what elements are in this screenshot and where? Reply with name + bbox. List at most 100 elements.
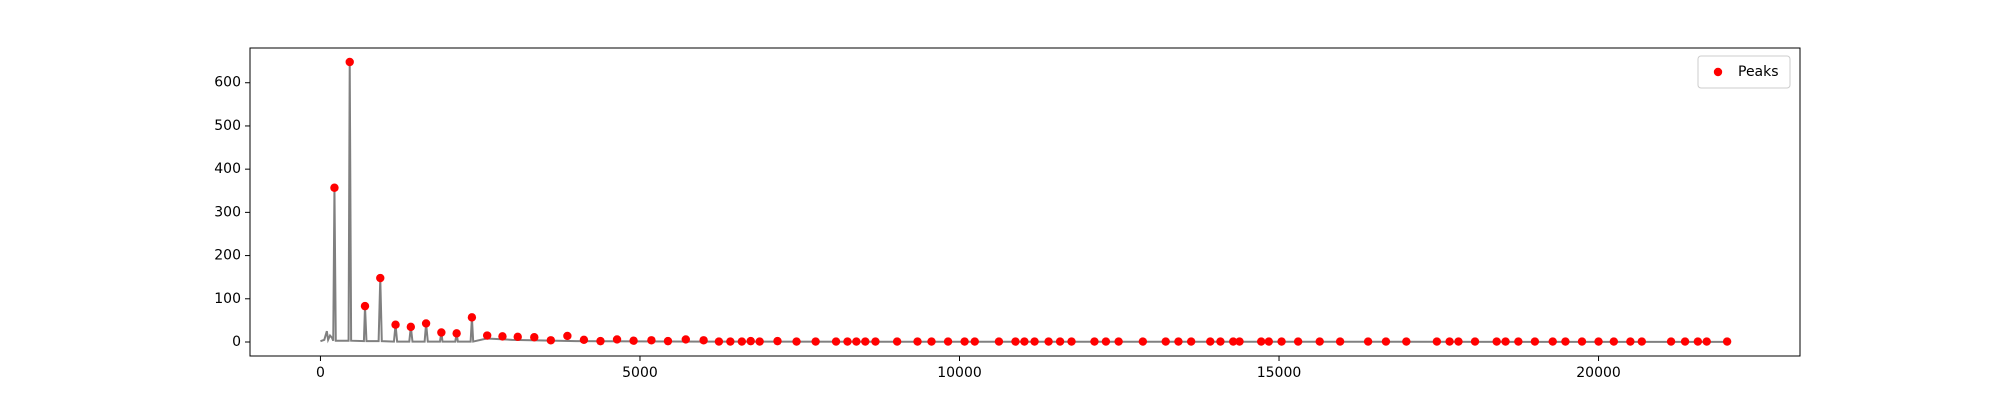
x-tick-label: 5000 [622, 365, 658, 381]
peak-marker [1335, 337, 1345, 346]
peak-marker [1067, 337, 1076, 346]
y-tick-label: 300 [214, 204, 241, 220]
peak-marker [345, 57, 354, 67]
y-tick-label: 200 [214, 248, 241, 264]
peak-marker [1514, 337, 1523, 346]
peak-marker [746, 336, 755, 346]
peak-marker [1363, 337, 1373, 346]
peak-marker [1229, 337, 1238, 346]
peak-marker [647, 336, 656, 345]
legend-marker [1713, 67, 1723, 77]
peak-marker [1609, 337, 1619, 346]
peak-marker [892, 337, 902, 346]
peak-marker [1470, 337, 1480, 346]
peak-marker [421, 319, 431, 328]
y-tick-label: 500 [214, 118, 241, 134]
spectrum-line [320, 61, 1730, 344]
peak-marker [1530, 337, 1540, 346]
peak-marker [1445, 337, 1454, 346]
peak-marker [1206, 337, 1215, 346]
peak-marker [737, 337, 747, 346]
peak-marker [871, 337, 880, 346]
legend-box [1697, 55, 1791, 89]
y-tick-label: 0 [232, 334, 241, 350]
peak-marker [452, 329, 461, 338]
peak-marker [1044, 337, 1053, 346]
peak-marker [467, 313, 477, 322]
peak-marker [1101, 337, 1111, 346]
peak-marker [1011, 337, 1020, 346]
peak-marker [1722, 337, 1732, 346]
peak-marker [699, 336, 708, 345]
peak-marker [1114, 337, 1123, 346]
peak-marker [1702, 337, 1711, 346]
peak-marker [1381, 337, 1391, 346]
peak-marker [391, 320, 400, 329]
peak-marker [629, 336, 638, 345]
peak-marker [927, 337, 936, 346]
peak-marker [612, 335, 622, 344]
peak-marker [1693, 337, 1703, 346]
peak-marker [1090, 337, 1099, 346]
peak-marker [530, 333, 539, 342]
peak-marker [1548, 337, 1557, 346]
peak-marker [498, 332, 507, 341]
peak-marker [1626, 337, 1635, 346]
peak-marker [1492, 337, 1501, 346]
peak-marker [714, 337, 724, 346]
peak-marker [1030, 337, 1039, 346]
plot-frame [249, 47, 1801, 357]
peak-marker [1174, 337, 1183, 346]
y-tick-label: 400 [214, 161, 241, 177]
peak-marker [406, 322, 416, 332]
peak-marker [1264, 337, 1273, 346]
peak-marker [563, 331, 572, 341]
peak-marker [1138, 337, 1148, 346]
peak-marker [1055, 337, 1065, 346]
peak-marker [1020, 337, 1029, 346]
peak-marker [970, 337, 979, 346]
peak-marker [1216, 337, 1225, 346]
peak-marker [913, 337, 922, 346]
peak-marker [960, 337, 969, 346]
peak-marker [994, 337, 1004, 346]
legend-label: Peaks [1738, 64, 1779, 80]
peak-marker [811, 337, 820, 346]
x-tick-label: 10000 [937, 365, 982, 381]
peak-marker [513, 332, 522, 342]
x-tick-label: 20000 [1576, 365, 1621, 381]
peak-marker [546, 336, 556, 345]
peak-marker [773, 336, 782, 346]
peak-marker [596, 336, 605, 346]
peak-marker [1501, 337, 1510, 346]
peak-marker [1186, 337, 1196, 346]
peak-marker [831, 337, 841, 346]
peak-marker [843, 337, 852, 346]
peak-marker [1577, 337, 1587, 346]
peak-marker [1637, 337, 1647, 346]
peak-marker [482, 331, 492, 340]
peak-marker [792, 337, 801, 346]
peak-marker [1561, 337, 1570, 346]
y-tick-label: 600 [214, 75, 241, 91]
peak-marker [437, 328, 446, 337]
x-tick-label: 15000 [1257, 365, 1302, 381]
peak-marker [943, 337, 953, 346]
peak-marker [1256, 337, 1266, 346]
peak-marker [579, 335, 589, 345]
y-tick-label: 100 [214, 291, 241, 307]
peak-marker [1594, 337, 1603, 346]
peak-marker [376, 273, 385, 283]
peak-marker [1277, 337, 1286, 346]
x-tick-label: 0 [316, 365, 325, 381]
peak-marker [1432, 337, 1442, 346]
peak-marker [726, 337, 735, 346]
peak-marker [852, 337, 861, 346]
peak-marker [1402, 337, 1411, 346]
peak-marker [330, 183, 339, 192]
peak-marker [360, 301, 370, 311]
peak-marker [1161, 337, 1170, 346]
peak-marker [1454, 337, 1463, 346]
